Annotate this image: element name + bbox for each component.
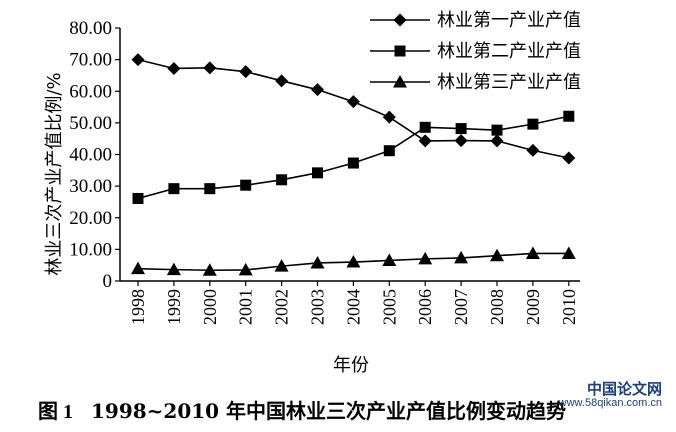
x-tick-label: 2001 (236, 289, 256, 325)
data-point-square (527, 118, 539, 130)
data-point-triangle (525, 246, 540, 259)
x-tick-label: 2000 (200, 289, 220, 325)
data-point-diamond (167, 61, 181, 75)
data-point-square (491, 124, 503, 136)
data-point-square (204, 183, 216, 195)
data-point-triangle (131, 261, 145, 275)
data-point-triangle (490, 248, 504, 262)
data-point-triangle (382, 253, 397, 266)
y-tick-label: 0 (103, 271, 113, 292)
line-chart: 0 10.00 20.00 30.00 40.00 50.00 60.00 70.00 80.0… (44, 10, 581, 376)
data-point-diamond (203, 61, 217, 75)
data-point-triangle (418, 251, 433, 265)
legend-square-icon (394, 45, 406, 57)
data-point-square (132, 192, 144, 204)
data-point-square (383, 145, 395, 157)
legend-label: 林业第三产业产值 (437, 72, 581, 93)
x-tick-label: 2006 (415, 289, 435, 325)
watermark-text: 中国论文网 (586, 380, 662, 398)
data-point-diamond (382, 110, 396, 124)
figure-caption: 图 1 1998~2010 年中国林业三次产业产值比例变动趋势 (38, 395, 566, 424)
data-point-diamond (490, 134, 504, 148)
data-point-triangle (561, 246, 576, 259)
x-tick-label: 2005 (379, 289, 399, 325)
legend-triangle-icon (393, 75, 407, 88)
data-point-diamond (454, 134, 468, 148)
series-markers (131, 53, 576, 276)
data-point-triangle (274, 259, 289, 272)
x-axis-title: 年份 (333, 355, 369, 376)
y-axis-title: 林业三次产业产值比例/% (44, 72, 65, 275)
data-point-diamond (526, 143, 540, 157)
data-point-diamond (239, 65, 253, 79)
x-tick-label: 1999 (164, 289, 184, 325)
chart-axes (119, 28, 580, 282)
y-tick-label: 30.00 (69, 176, 112, 197)
data-point-square (240, 179, 252, 191)
y-tick-label: 80.00 (69, 18, 112, 39)
y-tick-label: 70.00 (69, 50, 112, 71)
data-point-diamond (346, 95, 360, 109)
legend-label: 林业第二产业产值 (437, 41, 581, 62)
data-point-triangle (166, 262, 181, 276)
x-tick-label: 2002 (272, 289, 292, 325)
data-point-square (276, 174, 288, 186)
y-tick-label: 50.00 (69, 113, 112, 134)
data-point-triangle (346, 255, 361, 268)
legend-diamond-icon (393, 13, 407, 27)
y-tick-label: 10.00 (69, 239, 112, 260)
data-point-square (312, 167, 323, 179)
y-axis-ticks: 0 10.00 20.00 30.00 40.00 50.00 60.00 70.00 80.0… (69, 18, 120, 292)
data-point-triangle (238, 262, 253, 276)
x-tick-label: 1998 (128, 289, 148, 325)
y-tick-label: 20.00 (69, 208, 112, 229)
data-point-square (563, 110, 575, 122)
series-line-2 (137, 115, 569, 200)
data-point-diamond (562, 151, 576, 165)
x-tick-label: 2004 (343, 289, 363, 325)
data-point-square (347, 157, 359, 169)
data-point-triangle (310, 255, 325, 269)
watermark-logo: 中国论文网 www.58qikan.com.cn (558, 380, 662, 409)
y-tick-label: 40.00 (69, 145, 112, 166)
data-point-triangle (454, 250, 469, 264)
data-point-square (168, 183, 180, 195)
data-point-square (455, 123, 467, 135)
watermark-url: www.58qikan.com.cn (558, 396, 662, 409)
data-point-diamond (275, 74, 289, 88)
x-tick-label: 2003 (308, 289, 328, 325)
figure-caption-text: 1998~2010 年中国林业三次产业产值比例变动趋势 (91, 399, 567, 423)
data-point-diamond (311, 83, 324, 97)
legend-label: 林业第一产业产值 (437, 10, 581, 31)
x-tick-label: 2008 (487, 289, 507, 325)
x-tick-label: 2007 (451, 289, 471, 325)
x-tick-label: 2010 (559, 289, 579, 325)
x-tick-label: 2009 (523, 289, 543, 325)
y-tick-label: 60.00 (69, 81, 112, 102)
data-point-triangle (202, 263, 217, 276)
x-axis-ticks: 1998 1999 2000 2001 2002 2003 2004 2005 2006 2007… (128, 281, 579, 325)
data-point-diamond (131, 53, 145, 67)
data-point-square (419, 121, 431, 133)
data-point-diamond (418, 134, 432, 148)
figure-number: 图 1 (38, 401, 73, 423)
